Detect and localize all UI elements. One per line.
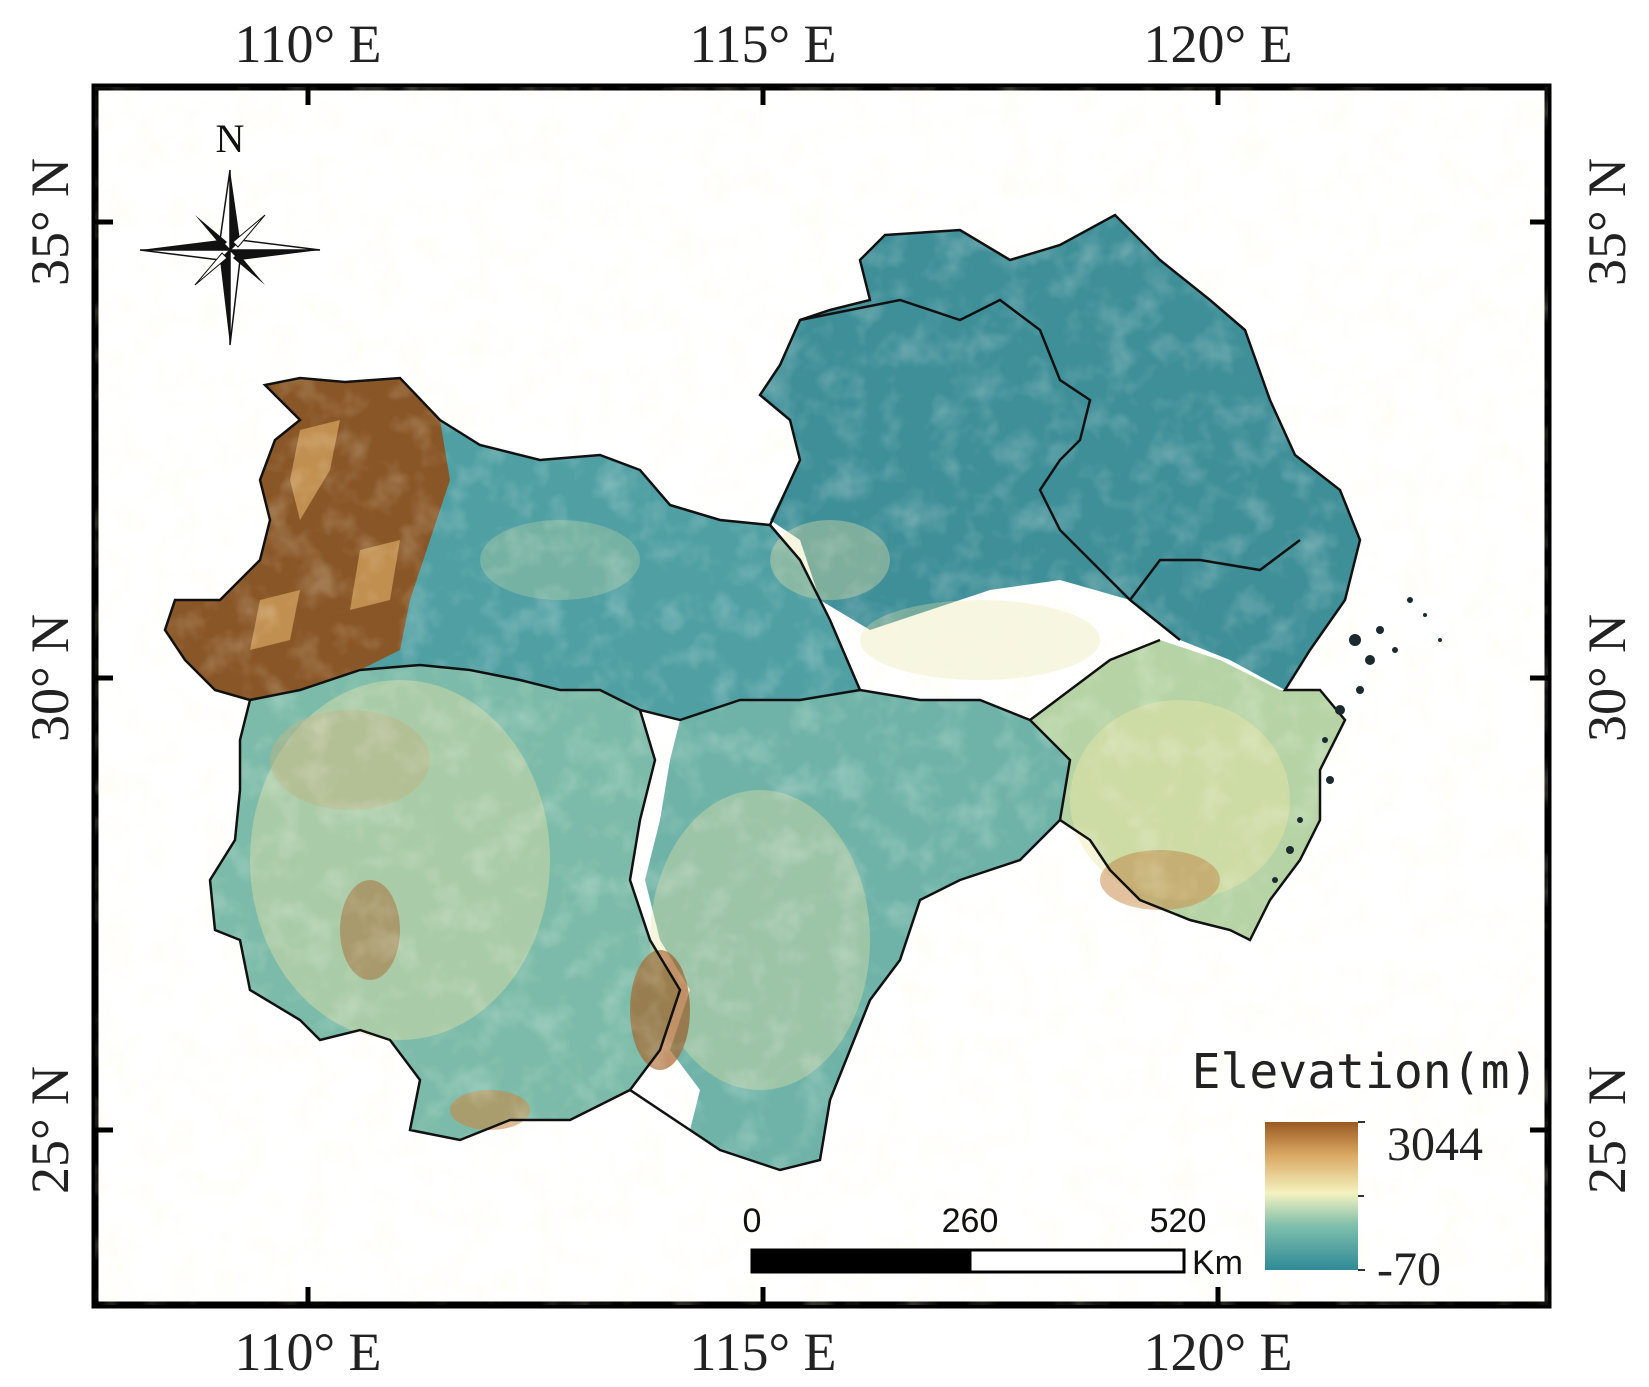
legend-min-label: -70: [1377, 1243, 1441, 1296]
lat-label-left-30: 30° N: [20, 614, 80, 742]
axis-ticks: [95, 87, 1548, 1305]
scale-label-260: 260: [942, 1202, 999, 1240]
lat-label-right-25: 25° N: [1577, 1066, 1637, 1194]
lon-label-bottom-120: 120° E: [1143, 1322, 1292, 1382]
province-borders: [163, 213, 1362, 1172]
scale-label-520: 520: [1150, 1202, 1207, 1240]
lat-label-right-35: 35° N: [1577, 158, 1637, 286]
lat-label-left-25: 25° N: [20, 1066, 80, 1194]
legend-title: Elevation(m): [1192, 1044, 1539, 1100]
scale-label-0: 0: [743, 1202, 762, 1240]
lon-label-top-110: 110° E: [234, 14, 381, 74]
coastal-islands: [1272, 597, 1442, 883]
lat-label-right-30: 30° N: [1577, 614, 1637, 742]
scale-bar: [750, 1248, 1186, 1274]
legend-colorbar: [1265, 1122, 1358, 1270]
lon-label-top-115: 115° E: [689, 14, 836, 74]
lon-label-bottom-110: 110° E: [234, 1322, 381, 1382]
north-arrow-icon: [139, 169, 321, 346]
lon-label-bottom-115: 115° E: [689, 1322, 836, 1382]
legend-max-label: 3044: [1387, 1118, 1483, 1171]
lat-label-left-35: 35° N: [20, 158, 80, 286]
scale-unit: Km: [1192, 1244, 1243, 1282]
lon-label-top-120: 120° E: [1143, 14, 1292, 74]
north-label: N: [216, 116, 245, 161]
